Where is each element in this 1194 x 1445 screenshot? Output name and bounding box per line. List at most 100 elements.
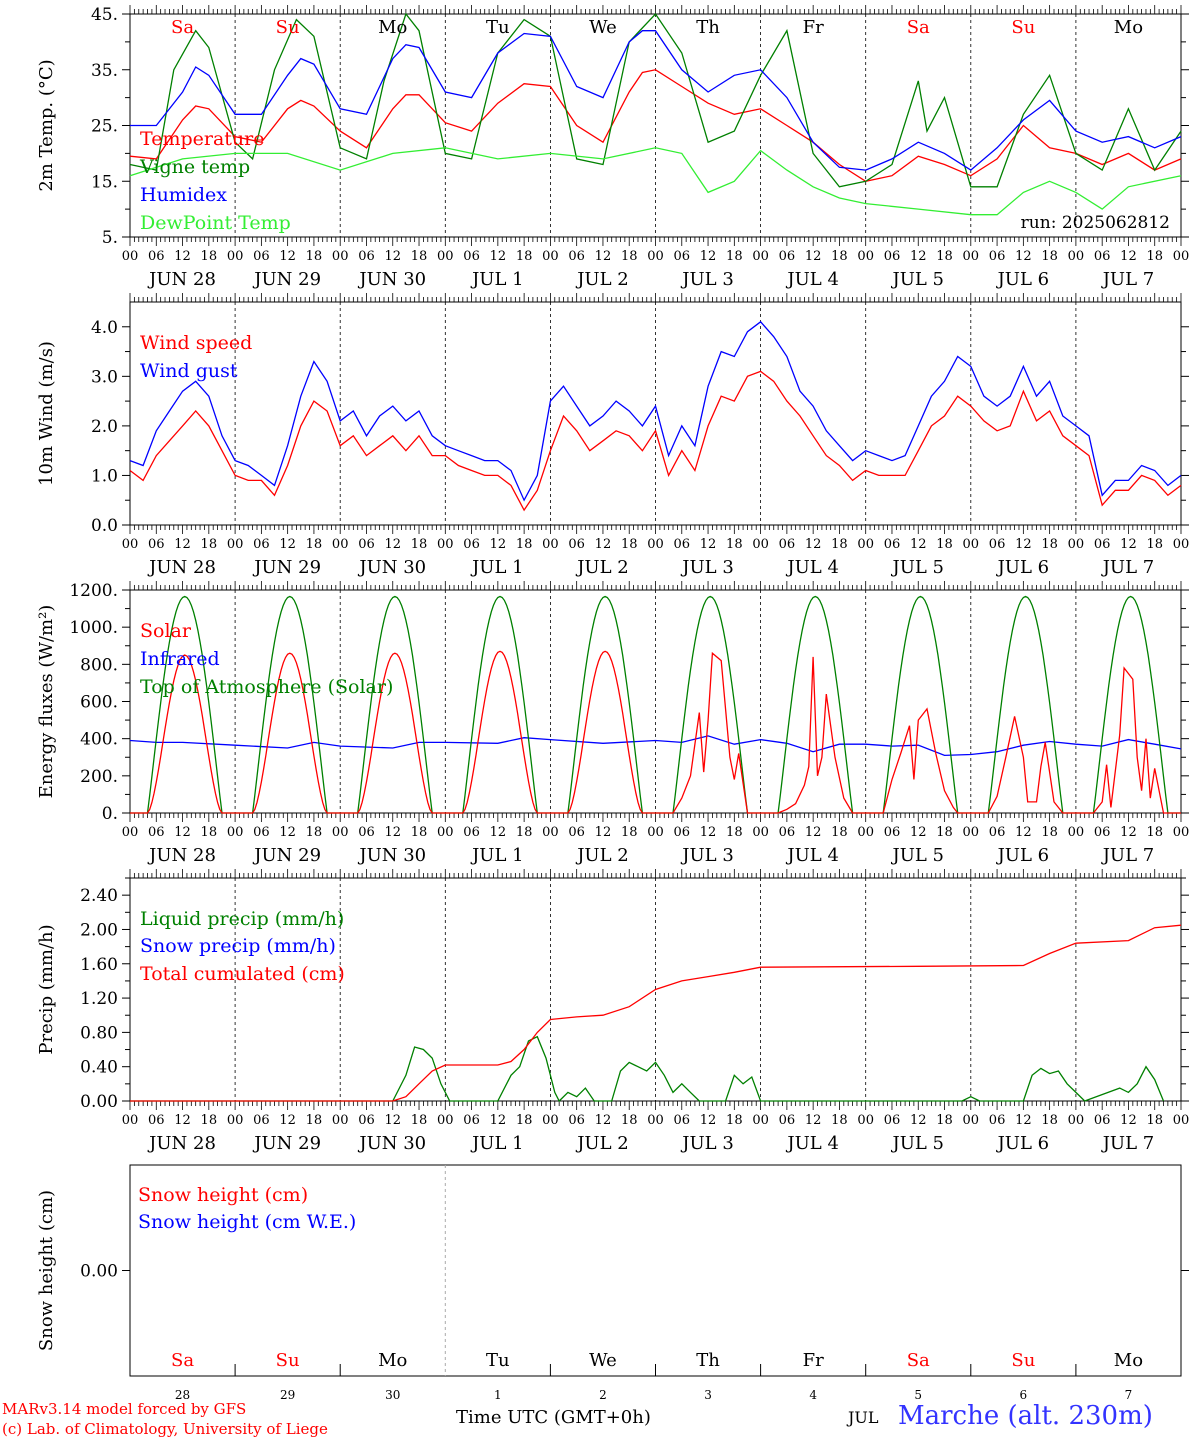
hour-label: 00 xyxy=(857,1113,874,1128)
legend-entry: Wind gust xyxy=(140,360,238,382)
date-label: JUL 1 xyxy=(470,1133,524,1154)
hour-label: 06 xyxy=(884,1113,901,1128)
legend-entry: Vigne temp xyxy=(139,156,250,178)
weekday-label-bottom: Su xyxy=(276,1350,300,1371)
series-line-dewpoint-temp xyxy=(129,147,1182,216)
date-label: JUN 29 xyxy=(252,557,321,578)
weekday-label: Mo xyxy=(378,17,407,38)
hour-label: 18 xyxy=(936,249,953,264)
y-axis-label: 10m Wind (m/s) xyxy=(36,341,57,486)
series-line-total-cumulated-cm- xyxy=(130,924,1182,1102)
y-tick-label: 0. xyxy=(102,804,118,824)
y-tick-label: 4.0 xyxy=(91,318,118,338)
hour-label: 00 xyxy=(857,825,874,840)
hour-label: 12 xyxy=(595,537,612,552)
date-label: JUN 30 xyxy=(357,557,426,578)
date-label: JUL 2 xyxy=(575,269,629,290)
hour-label: 12 xyxy=(910,537,927,552)
legend-entry: Snow height (cm) xyxy=(138,1184,308,1206)
legend-entry: Humidex xyxy=(140,184,227,206)
date-label: JUN 29 xyxy=(252,269,321,290)
date-label: JUL 1 xyxy=(470,557,524,578)
hour-label: 00 xyxy=(542,1113,559,1128)
hour-label: 12 xyxy=(384,249,401,264)
legend-entry: DewPoint Temp xyxy=(140,212,291,234)
hour-label: 18 xyxy=(201,1113,218,1128)
panel-frame xyxy=(129,301,1182,526)
date-label: JUL 3 xyxy=(680,269,734,290)
y-tick-label: 45. xyxy=(91,5,118,25)
hour-label: 12 xyxy=(490,825,507,840)
hour-label: 00 xyxy=(1068,1113,1085,1128)
hour-label: 06 xyxy=(148,1113,165,1128)
hour-label: 18 xyxy=(1041,249,1058,264)
y-axis-label: Precip (mm/h) xyxy=(36,924,57,1054)
hour-label: 00 xyxy=(227,537,244,552)
hour-label: 00 xyxy=(1068,249,1085,264)
hour-label: 06 xyxy=(148,249,165,264)
series-line-temperature xyxy=(129,69,1182,182)
hour-label: 18 xyxy=(516,537,533,552)
legend-entry: Snow height (cm W.E.) xyxy=(138,1211,356,1233)
hour-label: 00 xyxy=(647,825,664,840)
weekday-label: Sa xyxy=(171,17,194,38)
footer-location: Marche (alt. 230m) xyxy=(898,1401,1153,1431)
hour-label: 18 xyxy=(726,1113,743,1128)
date-label: JUN 29 xyxy=(252,1133,321,1154)
hour-label: 12 xyxy=(384,1113,401,1128)
hour-label: 06 xyxy=(463,1113,480,1128)
date-label: JUL 1 xyxy=(470,269,524,290)
y-tick-label: 0.00 xyxy=(80,1092,118,1112)
day-number-label: 6 xyxy=(1020,1388,1028,1402)
hour-label: 06 xyxy=(463,249,480,264)
hour-label: 06 xyxy=(989,537,1006,552)
legend-entry: Liquid precip (mm/h) xyxy=(140,908,344,930)
hour-label: 12 xyxy=(700,249,717,264)
hour-label: 18 xyxy=(1041,825,1058,840)
hour-label: 18 xyxy=(1146,825,1163,840)
hour-label: 06 xyxy=(253,825,270,840)
series-line-wind-speed xyxy=(129,370,1182,512)
y-tick-label: 600. xyxy=(80,693,118,713)
hour-label: 06 xyxy=(989,249,1006,264)
day-number-label: 1 xyxy=(494,1388,502,1402)
hour-label: 12 xyxy=(174,249,191,264)
hour-label: 06 xyxy=(148,537,165,552)
footer-copyright-line: (c) Lab. of Climatology, University of L… xyxy=(2,1420,328,1438)
date-label: JUL 3 xyxy=(680,557,734,578)
hour-label: 18 xyxy=(726,825,743,840)
hour-label: 18 xyxy=(516,1113,533,1128)
hour-label: 18 xyxy=(411,249,428,264)
y-tick-label: 5. xyxy=(102,228,118,248)
hour-label: 06 xyxy=(884,825,901,840)
weekday-label-bottom: Fr xyxy=(803,1350,824,1371)
hour-label: 06 xyxy=(1094,249,1111,264)
hour-label: 12 xyxy=(1120,249,1137,264)
hour-label: 12 xyxy=(910,1113,927,1128)
hour-label: 06 xyxy=(253,249,270,264)
y-tick-label: 1200. xyxy=(69,581,118,601)
date-label: JUL 3 xyxy=(680,1133,734,1154)
hour-label: 00 xyxy=(1068,825,1085,840)
hour-label: 12 xyxy=(174,537,191,552)
hour-label: 12 xyxy=(174,1113,191,1128)
hour-label: 18 xyxy=(726,249,743,264)
legend-entry: Solar xyxy=(140,620,192,642)
hour-label: 12 xyxy=(595,1113,612,1128)
hour-label: 12 xyxy=(174,825,191,840)
weekday-label-bottom: Sa xyxy=(907,1350,930,1371)
footer-time-label: Time UTC (GMT+0h) xyxy=(456,1407,651,1428)
weekday-label-bottom: Sa xyxy=(171,1350,194,1371)
hour-label: 12 xyxy=(910,249,927,264)
hour-label: 00 xyxy=(647,537,664,552)
date-label: JUN 29 xyxy=(252,845,321,866)
hour-label: 06 xyxy=(884,537,901,552)
hour-label: 18 xyxy=(201,825,218,840)
day-number-label: 7 xyxy=(1125,1388,1133,1402)
hour-label: 18 xyxy=(1146,249,1163,264)
hour-label: 18 xyxy=(831,249,848,264)
hour-label: 12 xyxy=(1120,537,1137,552)
hour-label: 12 xyxy=(1015,825,1032,840)
hour-label: 18 xyxy=(201,249,218,264)
date-label: JUL 7 xyxy=(1101,557,1155,578)
